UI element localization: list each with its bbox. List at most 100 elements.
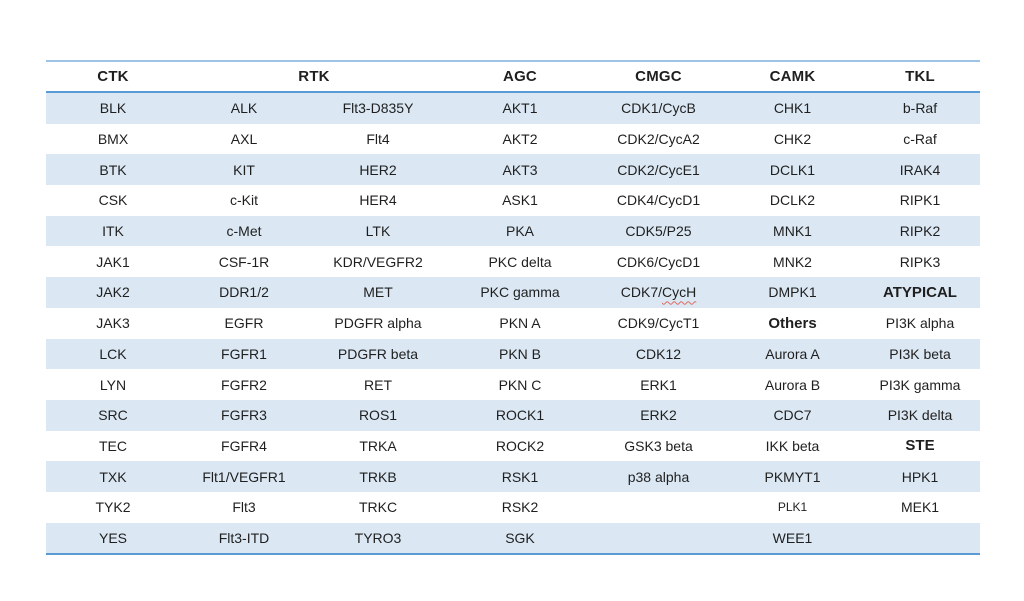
table-cell: DCLK2 xyxy=(769,192,816,209)
table-cell: RSK1 xyxy=(501,468,539,485)
table-cell: TXK xyxy=(99,468,127,485)
column-header-ctk: CTK xyxy=(46,60,180,93)
table-cell: LTK xyxy=(365,223,391,240)
table-cell: TRKC xyxy=(358,499,398,516)
table-cell: JAK3 xyxy=(96,315,130,332)
table-cell: KIT xyxy=(233,161,255,178)
table-cell: Flt3-ITD xyxy=(180,522,308,556)
table-cell: PDGFR alpha xyxy=(334,315,422,332)
table-cell: Flt4 xyxy=(366,131,390,148)
table-cell: FGFR4 xyxy=(221,437,267,454)
table-cell: PKN C xyxy=(498,376,542,393)
table-cell: MET xyxy=(363,284,393,301)
table-row: BMX AXL Flt4 AKT2 CDK2/CycA2 CHK2 c-Raf xyxy=(46,124,980,155)
column-header-camk: CAMK xyxy=(725,60,860,93)
table-cell: PKN A xyxy=(499,315,541,332)
table-row: JAK1 CSF-1R KDR/VEGFR2 PKC delta CDK6/CycD1 M… xyxy=(46,246,980,277)
table-cell: c-Kit xyxy=(230,192,258,209)
table-cell: JAK1 xyxy=(96,253,130,270)
kinase-table-container: CTK RTK AGC CMGC CAMK TKL BLK ALK Flt3-D835Y AKT… xyxy=(46,60,980,556)
table-cell: FGFR1 xyxy=(221,345,267,362)
table-cell: STE xyxy=(905,437,935,455)
table-row: LYN FGFR2 RET PKN C ERK1 Aurora B PI3K gamma xyxy=(46,369,980,400)
table-cell: JAK2 xyxy=(96,284,130,301)
table-head: CTK RTK AGC CMGC CAMK TKL xyxy=(46,60,980,93)
table-cell: Flt1/VEGFR1 xyxy=(202,468,286,485)
table-cell: SRC xyxy=(98,407,128,424)
table-cell: AKT2 xyxy=(502,131,538,148)
table-cell: ALK xyxy=(230,100,258,117)
table-cell: ITK xyxy=(102,223,124,240)
table-row: TXK Flt1/VEGFR1 TRKB RSK1 p38 alpha PKMYT1 HPK… xyxy=(46,461,980,492)
table-cell: TEC xyxy=(99,437,127,454)
table-row: LCK FGFR1 PDGFR beta PKN B CDK12 Aurora A PI3K… xyxy=(46,338,980,370)
table-cell: CHK2 xyxy=(773,131,812,148)
table-row: BLK ALK Flt3-D835Y AKT1 CDK1/CycB CHK1 b-Raf xyxy=(46,92,980,124)
table-cell: WEE1 xyxy=(725,522,860,556)
table-cell: PKMYT1 xyxy=(764,468,821,485)
table-cell: PI3K gamma xyxy=(879,376,961,393)
table-cell: c-Raf xyxy=(903,131,937,148)
table-cell: SGK xyxy=(448,522,592,556)
table-cell: ROCK2 xyxy=(495,437,545,454)
spellcheck-underline: CycH xyxy=(662,284,697,301)
table-cell: DMPK1 xyxy=(768,284,817,301)
table-cell: AKT1 xyxy=(502,100,538,117)
table-cell: IRAK4 xyxy=(899,161,941,178)
table-cell: KDR/VEGFR2 xyxy=(333,253,423,270)
table-row: ITK c-Met LTK PKA CDK5/P25 MNK1 RIPK2 xyxy=(46,215,980,247)
table-cell: ERK1 xyxy=(640,376,677,393)
table-cell: CSK xyxy=(98,192,128,209)
table-cell: RSK2 xyxy=(501,499,539,516)
table-cell: PDGFR beta xyxy=(337,345,419,362)
table-cell: CDK12 xyxy=(635,345,682,362)
table-cell: ROCK1 xyxy=(495,407,545,424)
table-cell: YES xyxy=(46,522,180,556)
table-cell: MNK2 xyxy=(773,253,812,270)
table-cell: Flt3 xyxy=(232,499,256,516)
table-cell: PKC delta xyxy=(488,253,552,270)
table-cell: MNK1 xyxy=(773,223,812,240)
column-header-tkl: TKL xyxy=(860,60,980,93)
table-cell: CDK5/P25 xyxy=(625,223,692,240)
table-row: SRC FGFR3 ROS1 ROCK1 ERK2 CDC7 PI3K delta xyxy=(46,399,980,431)
column-header-rtk: RTK xyxy=(180,60,448,93)
table-cell: RIPK2 xyxy=(899,223,941,240)
table-cell: CDK9/CycT1 xyxy=(617,315,700,332)
table-row: TYK2 Flt3 TRKC RSK2 PLK1 MEK1 xyxy=(46,492,980,523)
table-cell: CDC7 xyxy=(773,407,812,424)
table-cell: ASK1 xyxy=(502,192,538,209)
table-cell: CDK4/CycD1 xyxy=(616,192,701,209)
table-cell: Flt3-D835Y xyxy=(342,100,414,117)
table-cell: Aurora B xyxy=(764,376,821,393)
table-row: BTK KIT HER2 AKT3 CDK2/CycE1 DCLK1 IRAK4 xyxy=(46,154,980,186)
table-cell: CDK2/CycA2 xyxy=(617,131,700,148)
kinase-family-table: CTK RTK AGC CMGC CAMK TKL BLK ALK Flt3-D835Y AKT… xyxy=(46,60,980,556)
table-cell: PKA xyxy=(505,223,534,240)
table-cell: HER2 xyxy=(359,161,397,178)
table-cell: CDK1/CycB xyxy=(621,100,696,117)
table-cell: PKN B xyxy=(498,345,541,362)
table-cell: c-Met xyxy=(226,223,262,240)
table-cell: BLK xyxy=(99,100,127,117)
table-cell: LYN xyxy=(99,376,127,393)
table-cell: PI3K alpha xyxy=(885,315,955,332)
table-cell: DDR1/2 xyxy=(219,284,269,301)
table-cell: ERK2 xyxy=(640,407,677,424)
table-cell-empty xyxy=(592,522,725,556)
table-cell: AKT3 xyxy=(502,161,538,178)
table-cell: CDK7/CycH xyxy=(620,284,697,301)
table-cell: TYK2 xyxy=(95,499,131,516)
table-row: YES Flt3-ITD TYRO3 SGK WEE1 xyxy=(46,522,980,556)
header-row: CTK RTK AGC CMGC CAMK TKL xyxy=(46,60,980,93)
table-cell: Others xyxy=(768,314,817,332)
table-cell: HER4 xyxy=(359,192,397,209)
table-row: CSK c-Kit HER4 ASK1 CDK4/CycD1 DCLK2 RIPK1 xyxy=(46,185,980,216)
table-row: JAK2 DDR1/2 MET PKC gamma CDK7/CycH DMPK1 ATYP… xyxy=(46,277,980,308)
table-cell-empty xyxy=(592,492,725,523)
table-row: TEC FGFR4 TRKA ROCK2 GSK3 beta IKK beta STE xyxy=(46,431,980,462)
column-header-cmgc: CMGC xyxy=(592,60,725,93)
table-cell: TRKB xyxy=(359,468,397,485)
table-cell: TYRO3 xyxy=(308,522,448,556)
